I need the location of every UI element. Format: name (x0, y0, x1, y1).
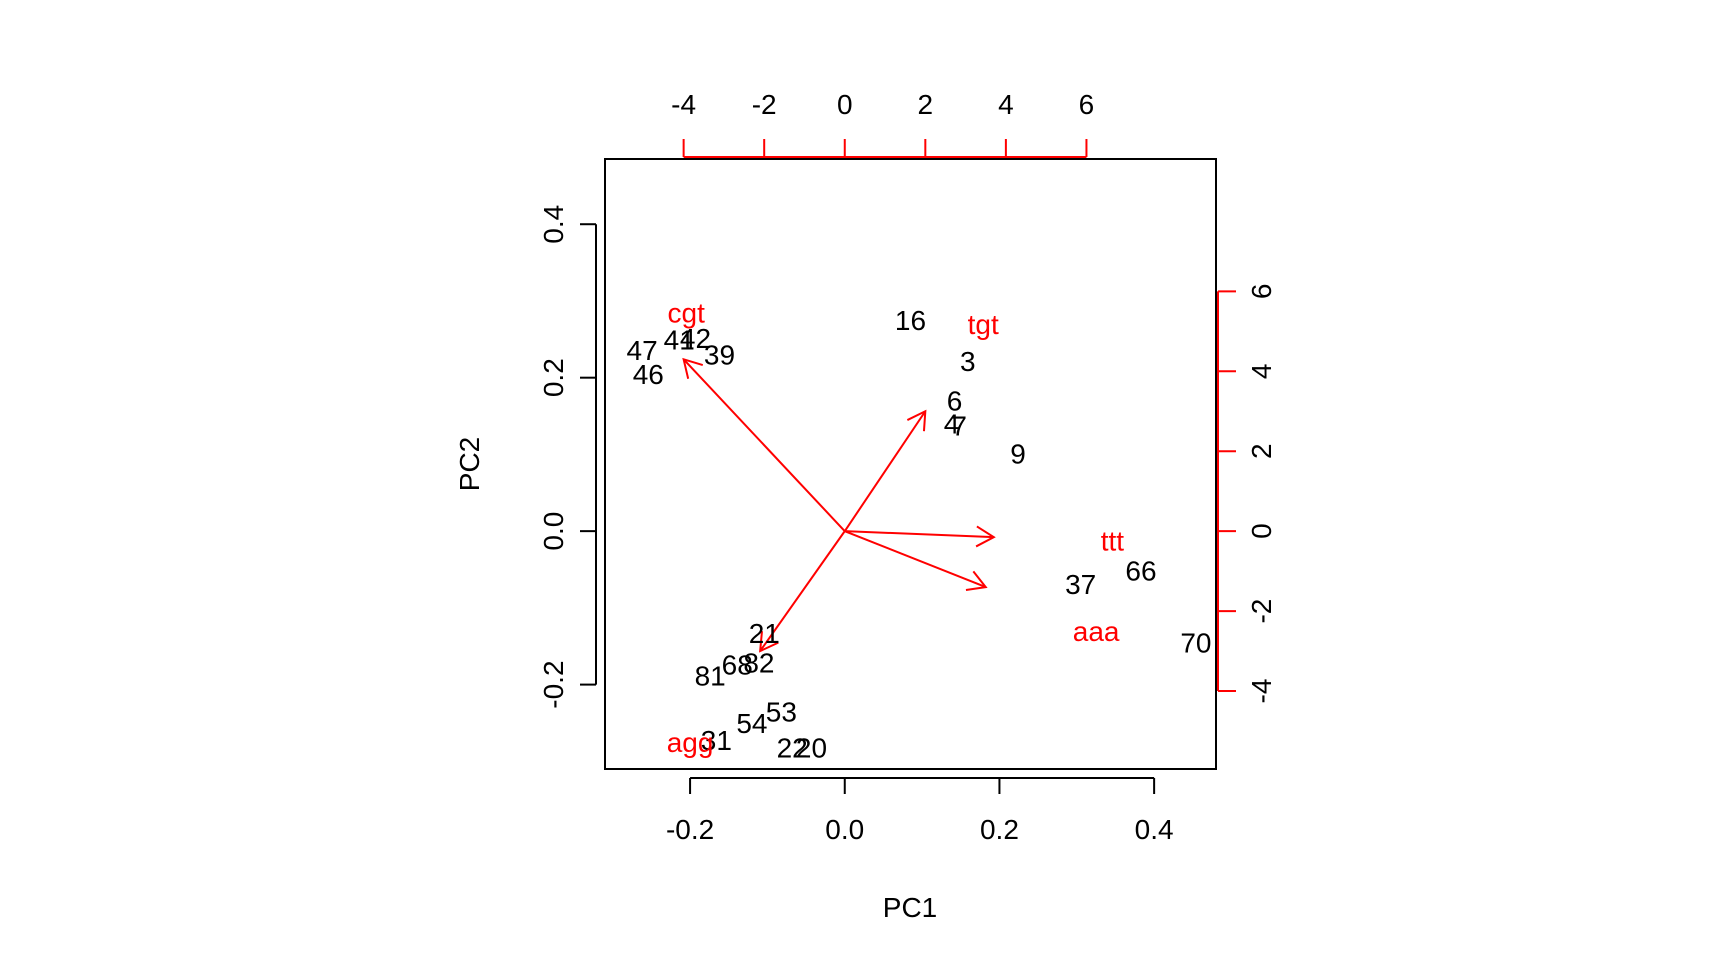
loading-arrows (682, 357, 996, 653)
observation-label: 42 (680, 323, 711, 354)
right-tick-label: -4 (1246, 679, 1277, 704)
observation-label: 53 (766, 696, 797, 727)
observation-label: 54 (736, 708, 767, 739)
observation-label: 82 (743, 647, 774, 678)
x-tick-label: 0.4 (1135, 814, 1174, 845)
right-tick-label: 2 (1246, 443, 1277, 459)
top-tick-label: 2 (918, 89, 934, 120)
variable-labels: cgt tgt ttt aaa agg (667, 297, 1125, 758)
observation-label: 68 (722, 650, 753, 681)
observation-label: 41 (664, 324, 695, 355)
top-tick-label: 4 (998, 89, 1014, 120)
observation-label: 4 (944, 409, 960, 440)
observation-label: 7 (951, 410, 967, 441)
top-tick-label: -4 (671, 89, 696, 120)
y-tick-label: -0.2 (538, 660, 569, 708)
variable-label-aaa: aaa (1073, 616, 1120, 647)
arrow-head-cgt (682, 357, 704, 379)
observation-label: 37 (1065, 569, 1096, 600)
observation-label: 81 (695, 660, 726, 691)
arrow-head-agg (759, 631, 779, 653)
observation-label: 66 (1125, 555, 1156, 586)
top-tick-label: 6 (1079, 89, 1095, 120)
right-tick-label: 6 (1246, 284, 1277, 300)
x-tick-label: 0.0 (825, 814, 864, 845)
arrow-head-ttt (975, 525, 996, 548)
observation-label: 22 (777, 733, 808, 764)
observation-label: 31 (701, 725, 732, 756)
observation-label: 21 (749, 618, 780, 649)
axes: -0.2 0.0 0.2 0.4-0.20.00.20.4-4 -2 0 2 4 6-4-202… (538, 89, 1277, 845)
x-axis-title: PC1 (883, 892, 937, 923)
right-tick-label: 4 (1246, 363, 1277, 379)
observation-label: 47 (627, 335, 658, 366)
observation-label: 46 (633, 359, 664, 390)
y-tick-label: 0.4 (538, 205, 569, 244)
observation-label: 16 (895, 305, 926, 336)
top-tick-label: 0 (837, 89, 853, 120)
loading-arrow-agg (759, 530, 846, 652)
x-tick-label: 0.2 (980, 814, 1019, 845)
observation-label: 70 (1180, 627, 1211, 658)
variable-label-agg: agg (667, 727, 714, 758)
observation-label: 39 (704, 340, 735, 371)
observation-label: 20 (796, 733, 827, 764)
observation-label: 9 (1010, 439, 1026, 470)
loading-arrow-cgt (682, 358, 846, 532)
arrow-head-tgt (906, 409, 927, 432)
plot-frame (604, 158, 1217, 770)
observation-label: 6 (947, 386, 963, 417)
y-tick-label: 0.0 (538, 512, 569, 551)
right-tick-label: -2 (1246, 599, 1277, 624)
right-tick-label: 0 (1246, 523, 1277, 539)
variable-label-ttt: ttt (1101, 525, 1125, 556)
y-axis-title: PC2 (454, 437, 485, 491)
loading-arrow-ttt (844, 530, 994, 539)
observation-label: 3 (960, 346, 976, 377)
x-tick-label: -0.2 (666, 814, 714, 845)
loading-arrow-aaa (844, 530, 987, 589)
arrow-head-aaa (965, 570, 988, 591)
variable-label-tgt: tgt (968, 309, 999, 340)
loading-arrow-tgt (843, 410, 927, 532)
y-tick-label: 0.2 (538, 358, 569, 397)
variable-label-cgt: cgt (668, 297, 706, 328)
top-tick-label: -2 (752, 89, 777, 120)
